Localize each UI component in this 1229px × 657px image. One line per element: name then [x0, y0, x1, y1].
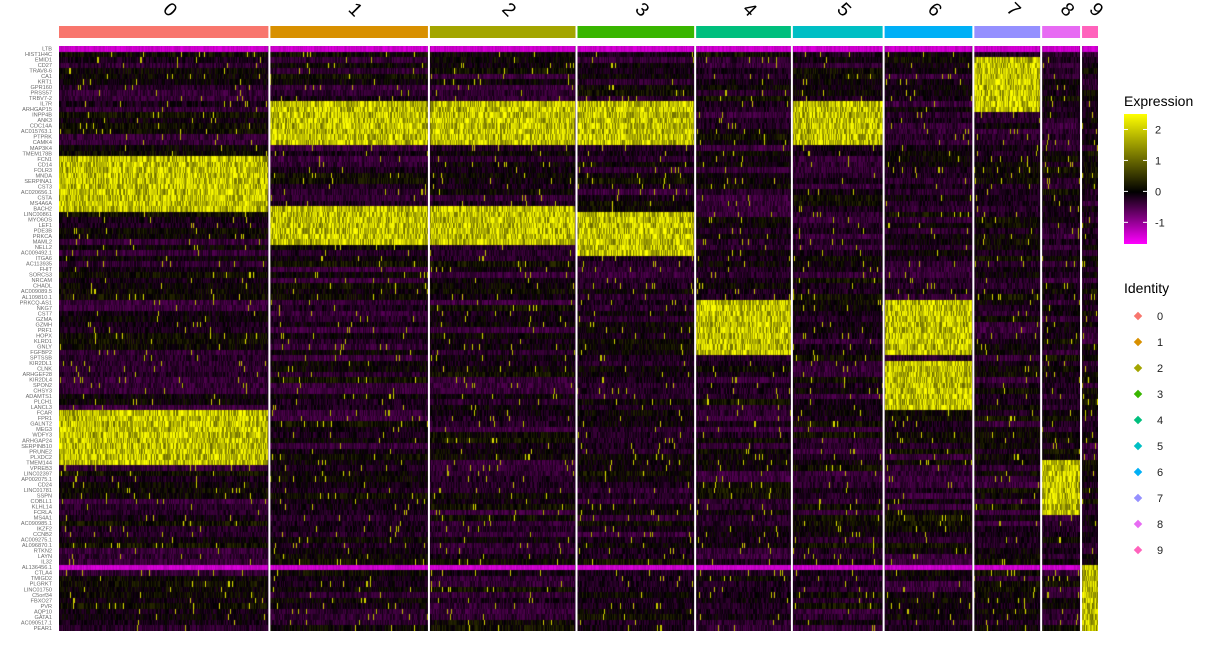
- cluster-label-6: 6: [923, 0, 945, 21]
- identity-key-label-3: 3: [1157, 389, 1163, 401]
- cluster-label-5: 5: [832, 0, 854, 21]
- identity-key-label-4: 4: [1157, 415, 1163, 427]
- cluster-bar-8: [1042, 26, 1080, 38]
- colorbar-tick-label: 1: [1155, 155, 1161, 167]
- identity-legend-title: Identity: [1124, 280, 1169, 296]
- cluster-label-9: 9: [1085, 0, 1107, 21]
- identity-key-label-1: 1: [1157, 337, 1163, 349]
- identity-key-label-0: 0: [1157, 311, 1163, 323]
- cluster-label-0: 0: [158, 0, 180, 21]
- cluster-bar-9: [1082, 26, 1098, 38]
- cluster-bar-4: [696, 26, 791, 38]
- cluster-color-bar: [59, 26, 1098, 38]
- cluster-label-3: 3: [631, 0, 653, 21]
- gene-label: PEAR1: [34, 626, 52, 632]
- identity-key-marker-7: [1134, 494, 1142, 502]
- colorbar-tick-label: -1: [1155, 217, 1165, 229]
- identity-key-marker-0: [1134, 312, 1142, 320]
- identity-keys: 0 1 2 3 4 5 6 7 8 9: [1134, 311, 1163, 557]
- identity-key-marker-6: [1134, 468, 1142, 476]
- identity-key-label-9: 9: [1157, 545, 1163, 557]
- cluster-label-8: 8: [1056, 0, 1078, 21]
- cluster-separator: [1080, 46, 1082, 631]
- expression-heatmap: [59, 46, 1098, 631]
- identity-key-label-2: 2: [1157, 363, 1163, 375]
- cluster-bar-3: [577, 26, 694, 38]
- cluster-label-1: 1: [344, 0, 366, 21]
- expression-colorbar: [1124, 114, 1147, 244]
- cluster-bar-5: [793, 26, 883, 38]
- identity-key-label-8: 8: [1157, 519, 1163, 531]
- identity-key-label-6: 6: [1157, 467, 1163, 479]
- colorbar-tick-label: 0: [1155, 186, 1161, 198]
- cluster-separator: [428, 46, 430, 631]
- cluster-separator: [1040, 46, 1042, 631]
- cluster-separator: [883, 46, 885, 631]
- cluster-label-4: 4: [738, 0, 761, 22]
- identity-key-marker-4: [1134, 416, 1142, 424]
- expression-legend: Expression 2 1 0 -1: [1124, 93, 1193, 244]
- identity-key-marker-9: [1134, 546, 1142, 554]
- cluster-bar-7: [974, 26, 1040, 38]
- cluster-separator: [575, 46, 577, 631]
- identity-key-label-7: 7: [1157, 493, 1163, 505]
- cluster-label-2: 2: [497, 0, 519, 21]
- identity-key-marker-2: [1134, 364, 1142, 372]
- cluster-separator: [791, 46, 793, 631]
- identity-key-marker-8: [1134, 520, 1142, 528]
- identity-key-marker-5: [1134, 442, 1142, 450]
- cluster-bar-2: [430, 26, 576, 38]
- cluster-bar-0: [59, 26, 268, 38]
- identity-key-label-5: 5: [1157, 441, 1163, 453]
- expression-legend-title: Expression: [1124, 93, 1193, 109]
- identity-key-marker-1: [1134, 338, 1142, 346]
- cluster-separator: [972, 46, 974, 631]
- cluster-bar-6: [885, 26, 973, 38]
- cluster-label-7: 7: [1002, 0, 1024, 21]
- cluster-separator: [694, 46, 696, 631]
- cluster-separator: [268, 46, 270, 631]
- cluster-bar-1: [270, 26, 428, 38]
- colorbar-tick-label: 2: [1155, 124, 1161, 136]
- gene-labels: LTBHIST1H4CEMID1CD27TRAV8-6CA1KRT1GPR160…: [20, 46, 53, 631]
- identity-legend: Identity 0 1 2 3 4 5 6 7 8 9: [1124, 280, 1169, 557]
- identity-key-marker-3: [1134, 390, 1142, 398]
